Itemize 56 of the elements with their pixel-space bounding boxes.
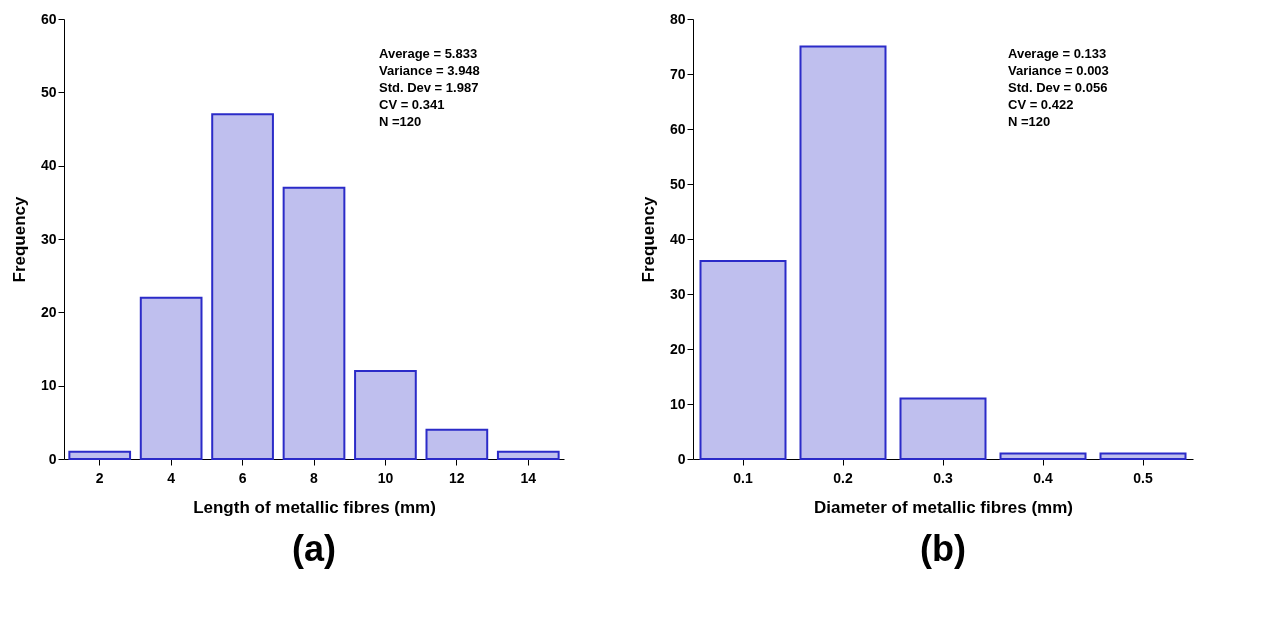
bar: [68, 450, 132, 460]
y-tick-label: 50: [669, 175, 686, 192]
y-tick-label: 0: [48, 450, 57, 467]
annotation: N =120: [1008, 113, 1051, 129]
text: (a): [292, 528, 336, 569]
x-tick-label: 0.2: [833, 469, 853, 486]
y-tick-label: 0: [677, 450, 686, 467]
x-tick-label: 8: [310, 469, 319, 486]
x-tick-label: 0.3: [933, 469, 953, 486]
y-tick-label: 60: [40, 10, 57, 27]
bar: [1099, 452, 1187, 460]
x-tick-label: 12: [449, 469, 465, 486]
text: (b): [920, 528, 966, 569]
y-tick-label: 70: [669, 65, 686, 82]
x-tick-label: 0.1: [733, 469, 753, 486]
x-axis-title: Length of metallic fibres (mm): [193, 497, 436, 517]
y-tick-label: 60: [669, 120, 686, 137]
y-tick-label: 20: [40, 303, 57, 320]
x-tick-label: 2: [95, 469, 104, 486]
bar: [425, 428, 489, 460]
annotation: Average = 0.133: [1008, 45, 1107, 61]
annotation: Average = 5.833: [379, 45, 478, 61]
x-tick-label: 14: [520, 469, 537, 486]
x-axis-title: Diameter of metallic fibres (mm): [814, 497, 1073, 517]
bar: [282, 186, 346, 460]
bar: [699, 260, 787, 460]
bar: [211, 113, 274, 460]
x-tick-label: 6: [238, 469, 247, 486]
y-tick-label: 10: [40, 377, 57, 394]
bar: [354, 370, 417, 460]
y-tick-label: 80: [669, 10, 686, 27]
y-tick-label: 20: [669, 340, 686, 357]
y-axis-title: Frequency: [638, 195, 658, 283]
x-tick-label: 10: [377, 469, 394, 486]
y-tick-label: 40: [669, 230, 686, 247]
annotation: Std. Dev = 0.056: [1008, 79, 1108, 95]
x-tick-label: 0.4: [1033, 469, 1053, 486]
bar: [139, 296, 203, 460]
annotation: CV = 0.341: [379, 96, 445, 112]
annotation: Variance = 3.948: [379, 62, 480, 78]
y-axis-title: Frequency: [9, 195, 29, 283]
annotation: N =120: [379, 113, 422, 129]
bar: [496, 450, 560, 460]
x-tick-label: 4: [167, 469, 176, 486]
annotation: Std. Dev = 1.987: [379, 79, 479, 95]
y-tick-label: 10: [669, 395, 686, 412]
y-tick-label: 30: [669, 285, 686, 302]
bar: [999, 452, 1087, 460]
y-tick-label: 40: [40, 157, 57, 174]
annotation: CV = 0.422: [1008, 96, 1074, 112]
annotation: Variance = 0.003: [1008, 62, 1109, 78]
x-tick-label: 0.5: [1133, 469, 1153, 486]
y-tick-label: 30: [40, 230, 57, 247]
y-tick-label: 50: [40, 83, 57, 100]
bar: [899, 397, 987, 460]
bar: [799, 45, 887, 460]
